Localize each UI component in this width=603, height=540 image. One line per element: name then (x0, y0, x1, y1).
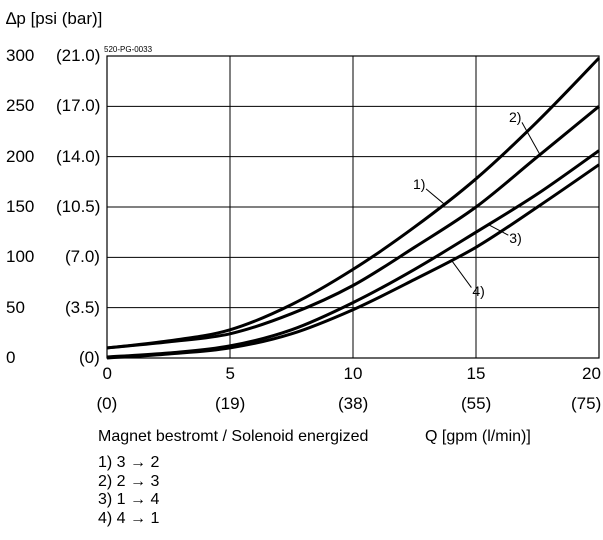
y-tick-label-secondary: (3.5) (65, 297, 100, 317)
series-line-4 (106, 163, 600, 360)
y-tick-label-secondary: (21.0) (56, 46, 101, 65)
y-tick-label: 0 (6, 348, 16, 367)
label-leader-2 (521, 122, 541, 155)
y-tick-label-secondary: (10.5) (56, 197, 101, 216)
x-tick-label-secondary: (19) (215, 394, 246, 413)
y-tick-label: 50 (6, 297, 25, 317)
condition-text: Magnet bestromt / Solenoid energized (98, 428, 369, 445)
x-tick-label: 5 (225, 364, 235, 383)
y-tick-label: 100 (6, 247, 35, 267)
y-tick-label: 150 (6, 197, 35, 216)
x-tick-label: 20 (582, 364, 601, 383)
y-tick-label: 200 (6, 146, 35, 166)
x-tick-label-secondary: (75) (571, 394, 602, 413)
legend-item-2: 2) 2 → 3 (98, 472, 160, 490)
chart-code: 520-PG-0033 (104, 45, 153, 54)
label-leader-4 (450, 259, 472, 288)
label-leader-1 (425, 188, 445, 205)
curve-label-1: 1) (413, 175, 426, 192)
y-tick-label-secondary: (17.0) (56, 96, 101, 116)
grid-lines (107, 56, 599, 358)
x-axis-label: Q [gpm (l/min)] (425, 428, 531, 445)
y-tick-label-secondary: (14.0) (56, 146, 101, 166)
x-tick-label-secondary: (55) (461, 394, 492, 413)
legend-item-1: 1) 3 → 2 (98, 454, 160, 471)
x-tick-label-secondary: (38) (338, 394, 369, 413)
x-tick-label-secondary: (0) (96, 394, 118, 413)
legend-item-4: 4) 4 → 1 (98, 509, 160, 527)
label-leader-3 (488, 224, 509, 236)
plot-border (106, 55, 600, 359)
y-tick-label-secondary: (0) (79, 348, 100, 367)
legend-item-3: 3) 1 → 4 (98, 491, 160, 508)
x-tick-label: 0 (102, 364, 112, 383)
label-leaders (425, 122, 541, 288)
legend: 1) 3 → 2 2) 2 → 3 3) 1 → 4 4) 4 → 1 (98, 454, 159, 528)
series-line-2 (106, 105, 600, 350)
curve-label-2: 2) (508, 109, 522, 126)
curve-label-4: 4) (472, 282, 485, 299)
x-tick-label: 10 (343, 364, 363, 383)
curve-label-3: 3) (509, 230, 522, 247)
y-tick-label-secondary: (7.0) (65, 247, 100, 267)
x-tick-label: 15 (466, 364, 486, 383)
y-axis-label: ∆p [psi (bar)] (6, 9, 103, 28)
y-tick-label: 300 (6, 46, 35, 65)
y-tick-label: 250 (6, 96, 35, 116)
plot-frame (106, 55, 600, 359)
